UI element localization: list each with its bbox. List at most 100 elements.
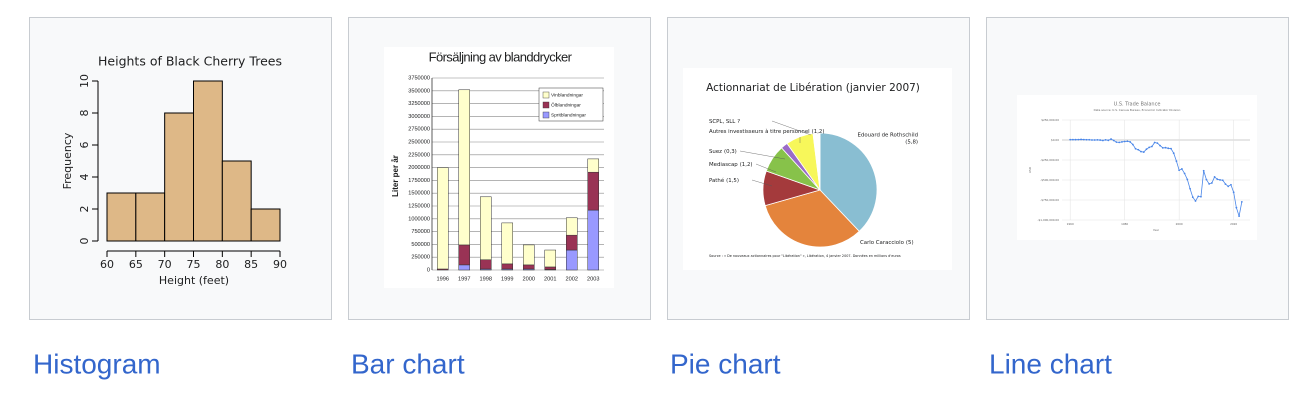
caption-link[interactable]: Bar chart (351, 348, 465, 379)
bar-segment (587, 171, 599, 211)
line-point (1118, 141, 1121, 144)
x-tick-label: 60 (100, 258, 114, 271)
y-tick-label: -$750,000.00 (1040, 198, 1059, 202)
bar-segment (458, 264, 470, 271)
chart-subtitle: Data source: U.S. Census Bureau, Economi… (1094, 108, 1181, 112)
line-point (1104, 138, 1107, 141)
line-point (1112, 139, 1115, 142)
y-tick-label: 4 (78, 174, 91, 181)
x-tick-label: 80 (215, 258, 229, 271)
bar (135, 192, 166, 242)
bar-segment (566, 249, 578, 271)
x-tick-label: 1997 (458, 276, 470, 282)
bar-segment (566, 234, 578, 251)
y-tick-label: -$1,000,000.00 (1038, 218, 1060, 222)
slice-label: SCPL, SLL? (709, 119, 740, 125)
line-point (1224, 183, 1227, 186)
y-tick-label: 2000000 (408, 165, 430, 171)
line-point (1145, 148, 1148, 151)
line-point (1137, 148, 1140, 151)
slice-name: Suez (709, 149, 722, 155)
y-tick-label: 2750000 (408, 127, 430, 133)
line-point (1123, 140, 1126, 143)
line-point (1170, 147, 1172, 150)
line-point (1232, 191, 1235, 194)
x-tick-label: 65 (129, 258, 143, 271)
line-point (1093, 139, 1096, 141)
legend-label: Ölblandningar (551, 101, 581, 108)
pie-slice (764, 189, 860, 248)
bar-segment (458, 89, 470, 246)
x-tick-label: 1998 (480, 276, 492, 282)
x-tick-label: 1960 (1067, 222, 1074, 226)
y-tick-label: 3750000 (408, 75, 430, 81)
pie-slice (812, 132, 821, 191)
line-point (1085, 138, 1088, 141)
slice-label: Suez (0,3) (709, 149, 737, 155)
line-point (1159, 144, 1161, 147)
bar-segment (544, 266, 556, 270)
line-point (1227, 185, 1230, 188)
slice-label: Carlo Caracciolo (5) (860, 240, 914, 246)
line-point (1129, 141, 1132, 143)
slice-label: Autres investisseurs à titre personnel (1… (709, 128, 824, 135)
y-tick-label: 1000000 (408, 216, 430, 222)
y-axis-label: USD (1028, 167, 1032, 173)
line-point (1153, 141, 1156, 144)
slice-name: Pathé (709, 177, 725, 184)
line-point (1221, 179, 1224, 182)
slice-value-label: (1,2) (812, 129, 825, 135)
x-tick-label: 2002 (566, 276, 578, 282)
line-point (1121, 141, 1123, 143)
caption-link[interactable]: Pie chart (670, 348, 781, 379)
bar (221, 160, 252, 242)
bar (193, 80, 223, 242)
slice-name: Autres investisseurs à titre personnel (709, 128, 810, 135)
x-tick-label: 2000 (1176, 222, 1183, 226)
x-tick-label: 2001 (544, 276, 556, 282)
line-point (1099, 139, 1102, 141)
y-tick-label: 2500000 (408, 139, 430, 145)
slice-label: Edouard de Rothschild (858, 133, 919, 139)
line-point (1115, 141, 1118, 144)
slice-name: Mediascap (709, 162, 738, 168)
line-point (1110, 138, 1112, 140)
bar-segment (480, 259, 492, 270)
y-tick-label: 500000 (411, 242, 430, 248)
legend-label: Spritblandningar (551, 112, 586, 118)
x-axis-label: Height (feet) (159, 274, 229, 287)
line-point (1080, 138, 1082, 141)
line-point (1107, 139, 1110, 142)
chart-title: Actionnariat de Libération (janvier 2007… (706, 82, 920, 94)
legend-label: Vinblandningar (551, 92, 583, 98)
line-point (1230, 183, 1232, 186)
bar (106, 192, 137, 242)
bar (250, 208, 281, 242)
line-point (1088, 138, 1091, 141)
bar-segment (501, 263, 513, 270)
legend-swatch (542, 101, 550, 109)
y-axis-label: Liter per år (391, 155, 400, 197)
line-point (1186, 178, 1189, 181)
slice-value-label: ? (737, 119, 740, 125)
leader-line (771, 120, 812, 136)
line-point (1205, 178, 1208, 181)
line-point (1208, 183, 1211, 185)
caption-link[interactable]: Line chart (989, 348, 1112, 379)
y-tick-label: 6 (78, 142, 91, 149)
x-tick-label: 2020 (1230, 222, 1237, 226)
image-background (1017, 95, 1257, 240)
y-tick-label: 1750000 (408, 178, 430, 184)
line-point (1069, 138, 1072, 141)
line-point (1178, 169, 1181, 172)
caption-link[interactable]: Histogram (33, 348, 161, 379)
bar-segment (587, 158, 599, 173)
bar-segment (523, 264, 535, 270)
line-point (1189, 187, 1191, 190)
x-tick-label: 90 (273, 258, 287, 271)
line-point (1202, 169, 1205, 172)
line-point (1131, 143, 1134, 146)
line-point (1142, 151, 1145, 153)
y-tick-label: 2 (78, 206, 91, 213)
line-point (1126, 140, 1129, 143)
